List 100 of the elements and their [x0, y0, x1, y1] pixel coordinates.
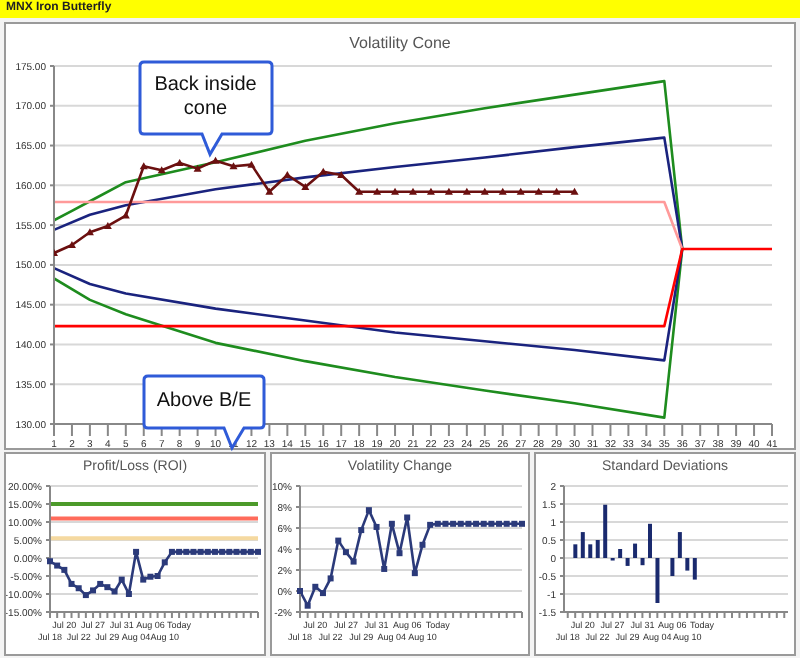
bar: [685, 558, 690, 571]
point: [426, 187, 435, 195]
point: [570, 187, 579, 195]
point: [480, 520, 487, 527]
point: [503, 520, 510, 527]
point: [552, 187, 561, 195]
point: [465, 520, 472, 527]
point: [373, 523, 380, 530]
point: [82, 592, 89, 599]
point: [488, 520, 495, 527]
point: [373, 187, 382, 195]
point: [67, 241, 76, 248]
bar: [655, 558, 660, 603]
point: [350, 558, 357, 565]
point: [337, 170, 346, 178]
point: [211, 548, 218, 555]
bar: [692, 558, 697, 580]
point: [226, 548, 233, 555]
point: [427, 521, 434, 528]
point: [304, 602, 311, 609]
point: [381, 565, 388, 572]
line-series: [54, 136, 684, 362]
point: [255, 548, 261, 555]
line-series: [54, 156, 579, 256]
point: [265, 187, 274, 195]
point: [355, 187, 364, 195]
annotation: Back inside cone: [152, 72, 259, 124]
point: [233, 548, 240, 555]
point: [104, 584, 111, 591]
point: [519, 520, 525, 527]
point: [473, 520, 480, 527]
point: [68, 580, 75, 587]
point: [365, 507, 372, 514]
point: [319, 167, 328, 175]
point: [154, 573, 161, 579]
point: [54, 562, 61, 569]
point: [247, 548, 254, 555]
point: [219, 548, 226, 555]
point: [391, 187, 400, 195]
point: [197, 548, 204, 555]
point: [176, 548, 183, 555]
point: [327, 575, 334, 582]
point: [157, 166, 166, 174]
bar: [603, 504, 608, 558]
point: [90, 587, 97, 594]
bar: [670, 558, 675, 576]
point: [462, 187, 471, 195]
point: [319, 590, 326, 597]
point: [103, 221, 112, 229]
bar: [573, 544, 578, 558]
point: [229, 162, 238, 170]
point: [534, 187, 543, 195]
bar: [648, 523, 652, 558]
point: [133, 548, 140, 555]
line-series: [47, 548, 261, 599]
point: [211, 156, 220, 164]
bar: [625, 558, 630, 566]
point: [442, 520, 449, 527]
point: [457, 520, 464, 527]
point: [168, 548, 175, 555]
point: [496, 520, 503, 527]
point: [161, 559, 168, 566]
point: [388, 520, 395, 527]
point: [342, 549, 349, 556]
bar: [618, 549, 623, 558]
point: [97, 580, 104, 587]
point: [450, 520, 457, 527]
point: [118, 576, 125, 583]
point: [480, 187, 489, 195]
bar: [677, 532, 682, 558]
point: [498, 187, 507, 195]
point: [301, 182, 310, 190]
point: [61, 566, 68, 573]
chart-title: Volatility Cone: [347, 34, 453, 52]
point: [147, 573, 154, 580]
line-series: [54, 79, 684, 419]
point: [139, 162, 148, 170]
point: [409, 187, 417, 195]
point: [511, 520, 518, 527]
point: [444, 187, 453, 195]
point: [419, 541, 426, 548]
point: [140, 576, 147, 583]
bar: [633, 543, 638, 558]
point: [193, 164, 202, 172]
point: [204, 548, 211, 555]
point: [335, 537, 342, 544]
point: [125, 591, 132, 597]
bar: [580, 532, 585, 558]
point: [111, 588, 118, 595]
point: [358, 527, 365, 534]
point: [183, 548, 190, 555]
annotation: Above B/E: [154, 388, 254, 416]
point: [247, 160, 256, 168]
point: [240, 548, 247, 555]
point: [404, 514, 411, 521]
point: [312, 583, 319, 590]
point: [75, 585, 82, 592]
point: [434, 520, 441, 527]
point: [47, 558, 53, 565]
point: [411, 570, 418, 577]
